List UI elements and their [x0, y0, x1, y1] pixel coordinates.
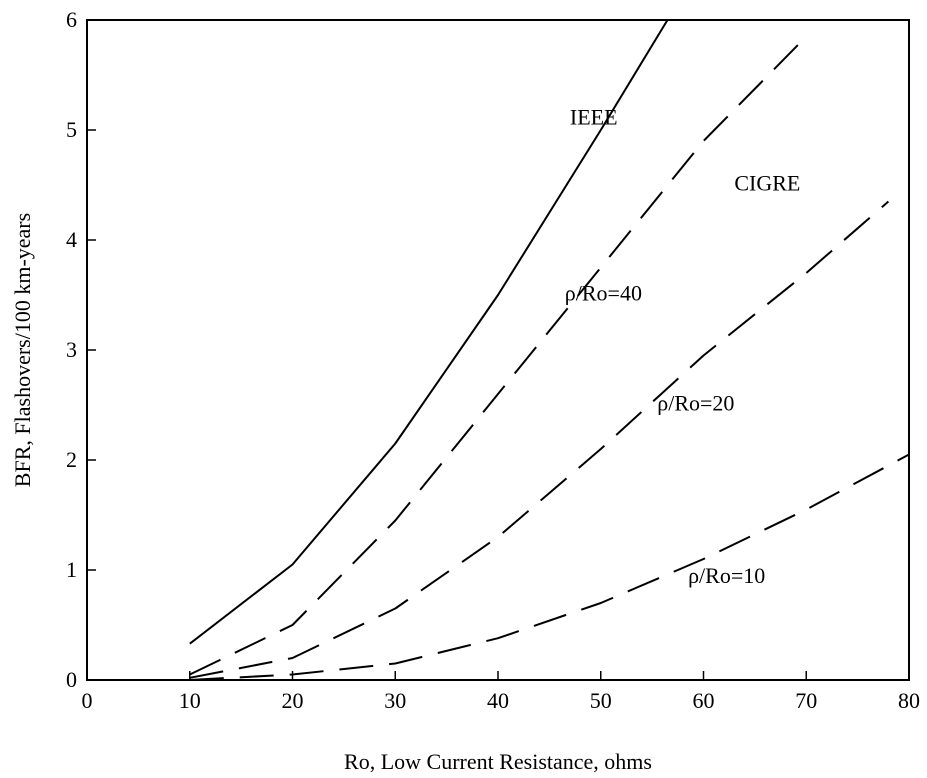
x-tick-label: 30 — [384, 688, 406, 713]
plot-frame — [86, 19, 910, 681]
x-tick-label: 60 — [693, 688, 715, 713]
y-tick-label: 5 — [66, 117, 77, 142]
series-layer — [189, 19, 910, 681]
annotation-label: CIGRE — [734, 171, 800, 196]
x-axis-ticks: 0 10 20 30 40 50 60 70 80 — [82, 671, 920, 713]
y-tick-label: 4 — [66, 227, 77, 252]
series-line-1 — [189, 35, 808, 676]
x-tick-label: 70 — [795, 688, 817, 713]
x-tick-label: 20 — [282, 688, 304, 713]
x-tick-label: 80 — [898, 688, 920, 713]
series-line-0 — [189, 19, 669, 645]
series-line-3 — [189, 453, 910, 681]
y-tick-label: 6 — [66, 7, 77, 32]
x-tick-label: 10 — [179, 688, 201, 713]
annotation-label: ρ/Ro=40 — [565, 281, 642, 306]
x-tick-label: 50 — [590, 688, 612, 713]
x-tick-label: 0 — [82, 688, 93, 713]
y-tick-label: 2 — [66, 447, 77, 472]
annotation-label: ρ/Ro=10 — [688, 563, 765, 588]
y-axis-ticks: 0 1 2 3 4 5 6 — [66, 7, 96, 692]
x-tick-label: 40 — [487, 688, 509, 713]
x-axis-title: Ro, Low Current Resistance, ohms — [344, 749, 652, 774]
series-line-2 — [189, 200, 890, 679]
y-tick-label: 3 — [66, 337, 77, 362]
annotations-layer: IEEE CIGRE ρ/Ro=40 ρ/Ro=20 ρ/Ro=10 — [565, 105, 801, 589]
annotation-label: ρ/Ro=20 — [657, 391, 734, 416]
y-tick-label: 0 — [66, 667, 77, 692]
y-axis-title: BFR, Flashovers/100 km-years — [10, 213, 35, 487]
y-tick-label: 1 — [66, 557, 77, 582]
annotation-label: IEEE — [570, 105, 618, 130]
